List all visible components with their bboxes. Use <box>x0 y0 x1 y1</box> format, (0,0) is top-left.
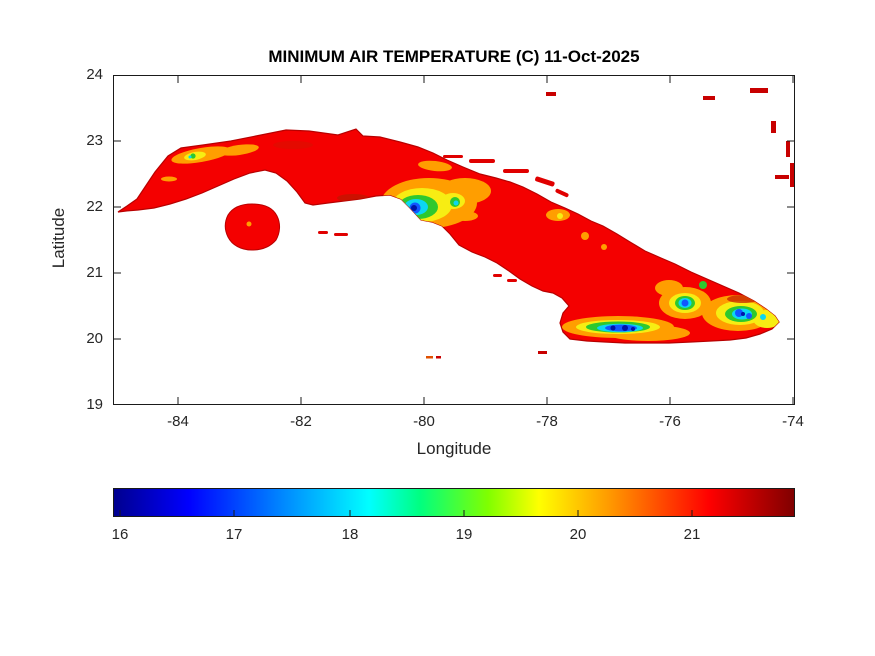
offshore-cays <box>318 155 569 282</box>
y-tick-label: 20 <box>86 330 103 347</box>
y-tick-label: 22 <box>86 198 103 215</box>
juventud-hill-patch <box>246 221 252 227</box>
x-tick-label: -80 <box>413 413 435 430</box>
plot-box <box>113 75 795 405</box>
isla-de-la-juventud <box>224 203 280 251</box>
colorbar-tick-marks <box>119 510 693 516</box>
cuba-temperature-map <box>113 75 795 405</box>
colorbar-tick-label: 16 <box>111 526 129 543</box>
y-tick-label: 21 <box>86 264 103 281</box>
remote-islets <box>426 88 794 359</box>
colorbar-tick-label: 17 <box>225 526 243 543</box>
y-axis-label: Latitude <box>49 207 68 269</box>
axis-ticks <box>114 76 794 404</box>
colorbar-tick-label: 20 <box>569 526 587 543</box>
colorbar <box>113 488 795 517</box>
cuba-mainland <box>117 128 780 344</box>
x-tick-label: -84 <box>167 413 189 430</box>
colorbar-tick-label: 18 <box>341 526 359 543</box>
colorbar-gradient <box>113 488 795 517</box>
x-tick-label: -76 <box>659 413 681 430</box>
x-axis-label: Longitude <box>416 439 492 458</box>
y-tick-label: 23 <box>86 132 103 149</box>
x-tick-label: -82 <box>290 413 312 430</box>
colorbar-tick-label: 19 <box>455 526 473 543</box>
y-tick-label: 19 <box>86 396 103 413</box>
x-tick-label: -74 <box>782 413 804 430</box>
plot-area <box>113 75 795 405</box>
x-tick-label: -78 <box>536 413 558 430</box>
colorbar-tick-label: 21 <box>683 526 701 543</box>
y-tick-label: 24 <box>86 66 103 83</box>
chart-title: MINIMUM AIR TEMPERATURE (C) 11-Oct-2025 <box>268 47 640 66</box>
